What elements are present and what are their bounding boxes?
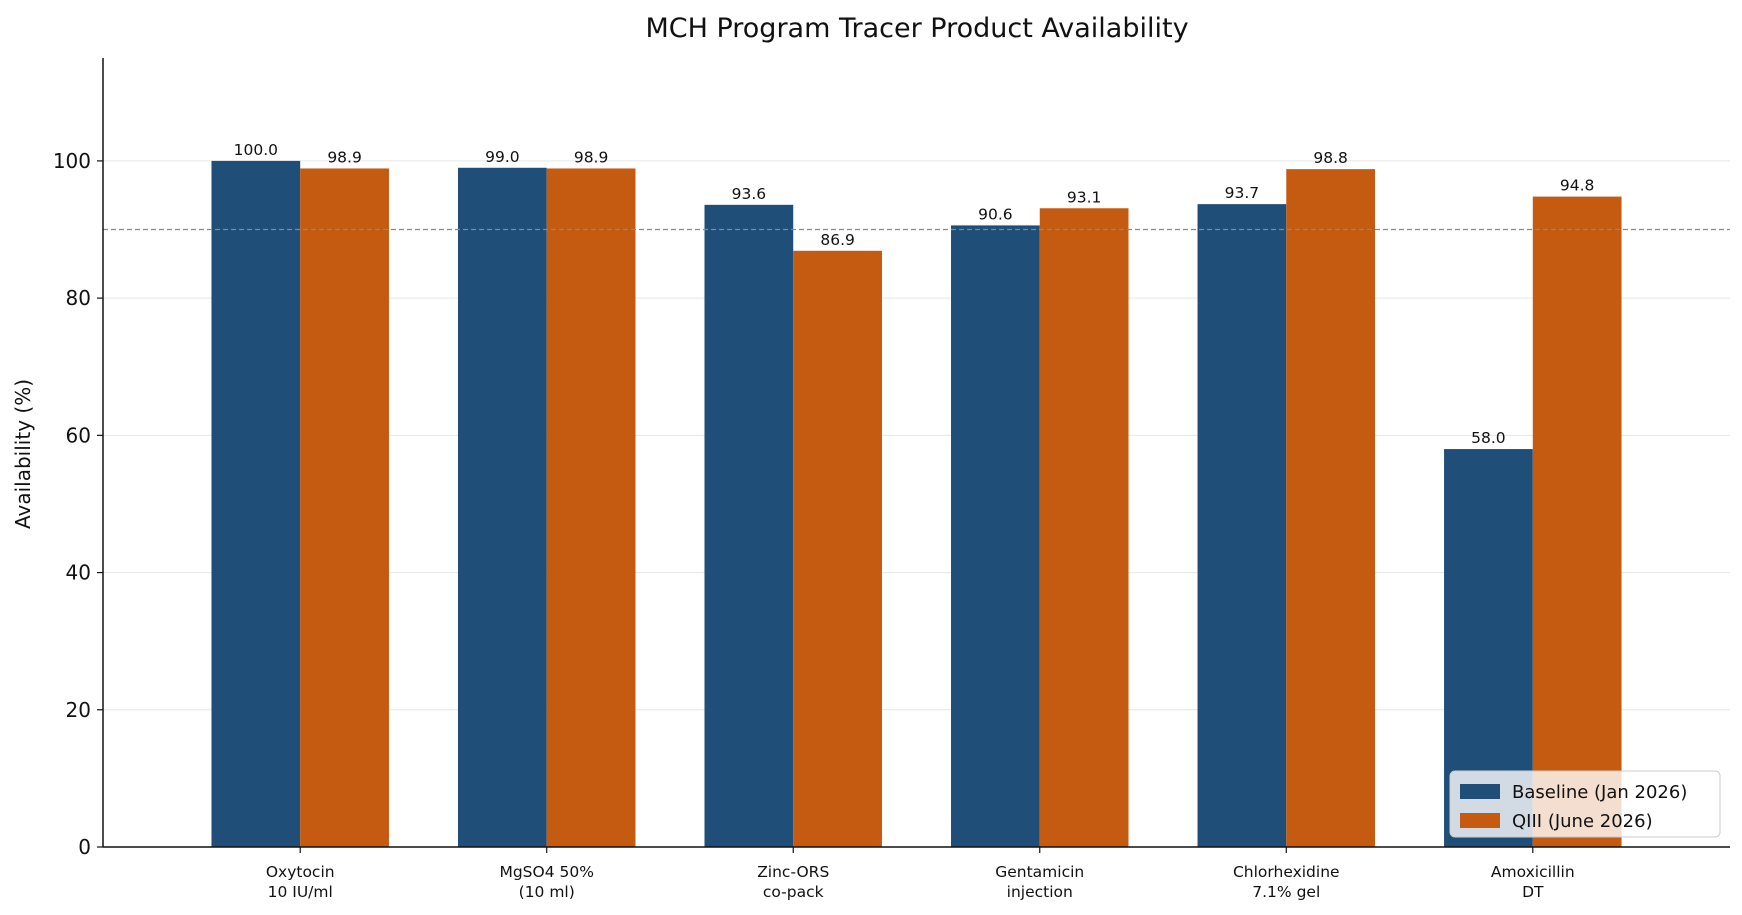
legend-box [1449,770,1721,838]
y-tick-label: 60 [66,423,91,447]
x-tick-label: Gentamicin [995,863,1084,881]
data-label: 93.7 [1225,184,1260,202]
legend-label: Baseline (Jan 2026) [1512,782,1687,803]
x-tick-label: Oxytocin [266,863,335,881]
data-label: 93.6 [732,185,767,203]
bar [1039,208,1129,847]
x-tick-label: DT [1522,883,1544,901]
y-tick-label: 20 [66,698,91,722]
data-label: 98.9 [574,148,609,166]
bar [951,225,1040,847]
data-label: 86.9 [820,231,855,249]
x-tick-label: Zinc-ORS [757,863,829,881]
x-tick-label: injection [1007,883,1073,901]
data-label: 99.0 [485,148,520,166]
data-label: 90.6 [978,205,1013,223]
data-label: 93.1 [1067,188,1102,206]
bar [300,168,389,847]
legend-swatch [1460,784,1500,799]
x-tick-label: MgSO4 50% [499,863,594,881]
data-label: 100.0 [234,141,278,159]
data-labels: 100.0 98.9 99.0 98.9 93.6 86.9 90.6 93.1 93.7 98.… [234,141,1595,447]
legend-swatch [1460,813,1500,828]
y-tick-label: 80 [66,286,91,310]
bar [793,250,882,848]
x-tick-label: 7.1% gel [1252,883,1320,901]
data-label: 98.8 [1313,149,1348,167]
x-tick-label: 10 IU/ml [268,883,333,901]
legend: Baseline (Jan 2026) QIII (June 2026) [1449,770,1721,838]
bar [704,204,794,847]
y-tick-label: 40 [66,561,91,585]
data-label: 58.0 [1471,429,1506,447]
data-label: 94.8 [1560,177,1595,195]
bars [211,160,1622,848]
x-tick-label: Amoxicillin [1491,863,1575,881]
y-tick-label: 100 [53,149,91,173]
legend-label: QIII (June 2026) [1512,811,1653,832]
bar [1286,169,1376,847]
bar [546,168,636,847]
axes: 0 20 40 60 80 100 Oxytocin 10 IU/ml MgSO4 50% (10… [53,58,1730,901]
bar [457,167,547,847]
bar [211,160,301,848]
x-tick-label: Chlorhexidine [1233,863,1340,881]
bar [1532,196,1622,847]
y-axis-label: Availability (%) [11,379,35,529]
x-tick-label: (10 ml) [519,883,575,901]
data-label: 98.9 [327,148,362,166]
y-tick-label: 0 [78,835,91,859]
x-tick-label: co-pack [763,883,824,901]
bar [1197,204,1287,847]
chart-title: MCH Program Tracer Product Availability [645,13,1188,44]
